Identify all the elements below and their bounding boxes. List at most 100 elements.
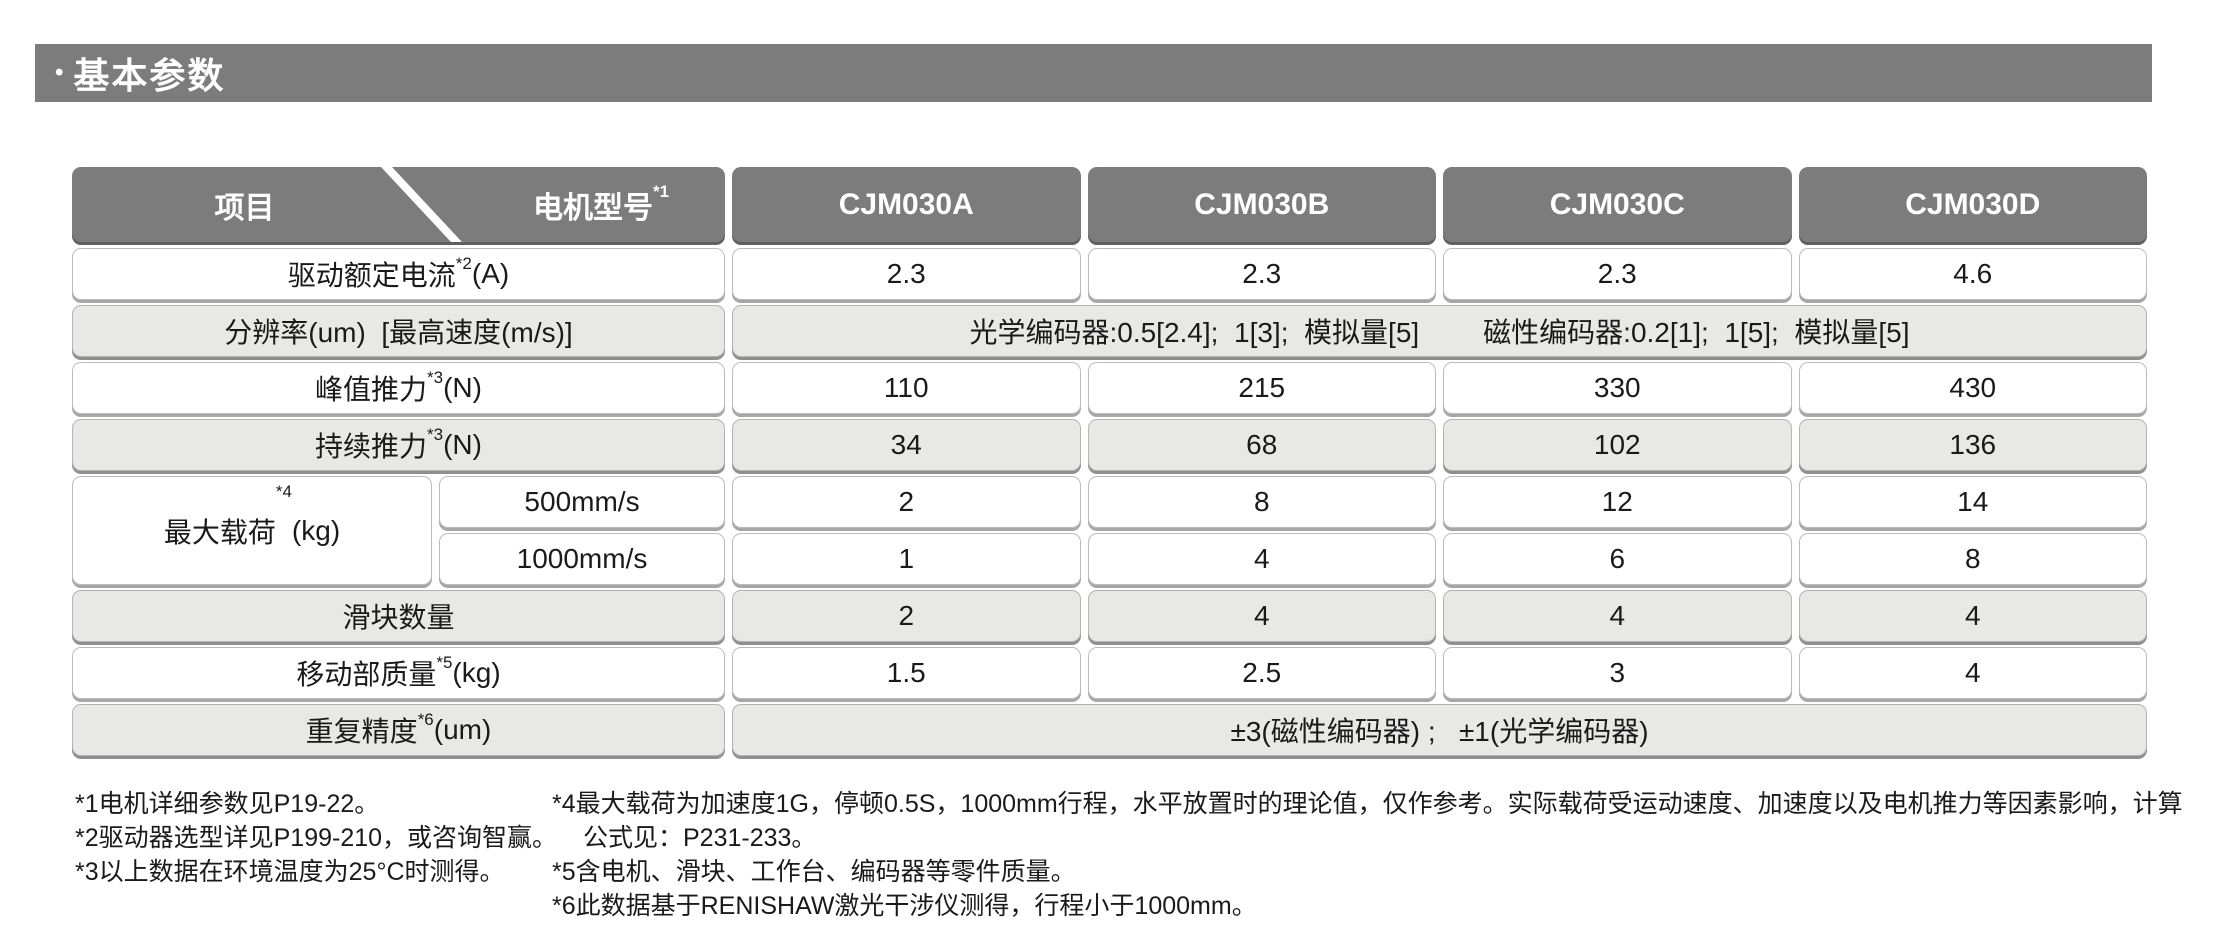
cell-value: 14 [1798,476,2147,528]
footnote-5: *5含电机、滑块、工作台、编码器等零件质量。 [552,858,1076,886]
row-label-text: 重复精度 [305,716,418,747]
cell-value: 1.5 [732,647,1081,699]
cell-value: 215 [1087,362,1436,414]
cell-value: 4 [1798,590,2147,642]
cell-value: 4.6 [1798,248,2147,300]
row-label-sup: *3 [427,368,444,387]
table-row-peak-force: 峰值推力 *3 (N) 110 215 330 430 [72,362,2147,414]
row-label-unit: (um) [433,714,492,745]
max-load-values-cjm030c: 12 6 [1443,476,1792,585]
row-label-text: 持续推力 [315,431,428,462]
footnote-1: *1电机详细参数见P19-22。 [75,790,380,818]
table-header-row: 项目 电机型号 *1 CJM030A CJM030B CJM030C CJM030… [72,167,2147,242]
cell-value: 110 [732,362,1081,414]
spec-table: 项目 电机型号 *1 CJM030A CJM030B CJM030C CJM030… [72,167,2147,756]
column-header-cjm030a: CJM030A [732,167,1081,242]
row-label: 峰值推力 *3 (N) [72,362,725,414]
row-label-unit: (kg) [291,514,341,546]
row-label-sup: *6 [417,710,434,729]
footnote-2: *2驱动器选型详见P199-210，或咨询智赢。 [75,824,558,852]
title-bullet-icon: • [55,59,66,86]
cell-value: 4 [1087,590,1436,642]
cell-value: 34 [732,419,1081,471]
corner-motor-text: 电机型号 [532,191,653,225]
row-label: 持续推力 *3 (N) [72,419,725,471]
row-label: 移动部质量 *5 (kg) [72,647,725,699]
column-header-cjm030c: CJM030C [1443,167,1792,242]
cell-value: 1 [732,533,1081,585]
row-label-text: 驱动额定电流 [287,260,456,291]
cell-value: 12 [1443,476,1792,528]
footnote-4-line1: *4最大载荷为加速度1G，停顿0.5S，1000mm行程，水平放置时的理论值，仅… [552,790,2183,818]
max-load-speed-column: 500mm/s 1000mm/s [439,476,725,585]
corner-header-cell: 项目 电机型号 *1 [72,167,725,242]
cell-value: 2.3 [732,248,1081,300]
max-load-values-cjm030d: 14 8 [1798,476,2147,585]
table-row-repeatability: 重复精度 *6 (um) ±3(磁性编码器) ; ±1(光学编码器) [72,704,2147,756]
row-label-sup: *2 [455,254,472,273]
row-label: 滑块数量 [72,590,725,642]
footnote-4-line2: 公式见：P231-233。 [583,824,817,852]
row-label-sup: *4 [275,482,292,501]
row-label: 分辨率(um) [最高速度(m/s)] [72,305,725,357]
cell-value: 2.3 [1443,248,1792,300]
row-label: 重复精度 *6 (um) [72,704,725,756]
row-label-sup: *3 [427,425,444,444]
cell-value: 2.5 [1087,647,1436,699]
row-label-text: 滑块数量 [342,602,455,633]
table-row-max-load: 最大载荷 *4 (kg) 500mm/s 1000mm/s 2 1 8 4 12 6… [72,476,2147,585]
cell-value: 8 [1798,533,2147,585]
row-label-text: 峰值推力 [315,374,428,405]
resolution-magnetic-text: 磁性编码器:0.2[1]; 1[5]; 模拟量[5] [1483,317,1910,348]
cell-merged-resolution: 光学编码器:0.5[2.4]; 1[3]; 模拟量[5] 磁性编码器:0.2[1… [732,305,2147,357]
footnote-6: *6此数据基于RENISHAW激光干涉仪测得，行程小于1000mm。 [552,892,1257,920]
column-header-cjm030b: CJM030B [1087,167,1436,242]
cell-value: 430 [1798,362,2147,414]
table-row-resolution: 分辨率(um) [最高速度(m/s)] 光学编码器:0.5[2.4]; 1[3]… [72,305,2147,357]
cell-value: 330 [1443,362,1792,414]
row-label-unit: (A) [471,258,510,289]
row-label: 驱动额定电流 *2 (A) [72,248,725,300]
table-row-moving-mass: 移动部质量 *5 (kg) 1.5 2.5 3 4 [72,647,2147,699]
table-row-rated-current: 驱动额定电流 *2 (A) 2.3 2.3 2.3 4.6 [72,248,2147,300]
corner-item-label: 项目 [214,191,275,225]
cell-value: 2 [732,590,1081,642]
footnotes-right: *4最大载荷为加速度1G，停顿0.5S，1000mm行程，水平放置时的理论值，仅… [552,787,2183,923]
row-label-text: 分辨率(um) [最高速度(m/s)] [224,317,573,348]
row-label-unit: (N) [443,372,482,403]
row-label: 最大载荷 *4 (kg) [72,476,432,585]
resolution-optical-text: 光学编码器:0.5[2.4]; 1[3]; 模拟量[5] [969,317,1420,348]
row-label-text: 最大载荷 [163,516,276,548]
cell-value: 4 [1798,647,2147,699]
cell-value: 2.3 [1087,248,1436,300]
cell-value: 4 [1443,590,1792,642]
cell-value: 3 [1443,647,1792,699]
cell-merged-repeatability: ±3(磁性编码器) ; ±1(光学编码器) [732,704,2147,756]
row-label-text: 移动部质量 [296,659,437,690]
column-header-cjm030d: CJM030D [1798,167,2147,242]
row-label-sup: *5 [436,653,453,672]
max-load-values-cjm030a: 2 1 [732,476,1081,585]
corner-motor-sup: *1 [652,182,670,201]
repeatability-text: ±3(磁性编码器) ; ±1(光学编码器) [1230,716,1649,747]
cell-value: 2 [732,476,1081,528]
cell-value: 6 [1443,533,1792,585]
speed-label-1000: 1000mm/s [439,533,725,585]
corner-motor-label: 电机型号 *1 [477,167,725,242]
section-title-bar: • 基本参数 [35,44,2152,102]
cell-value: 136 [1798,419,2147,471]
table-row-continuous-force: 持续推力 *3 (N) 34 68 102 136 [72,419,2147,471]
cell-value: 8 [1087,476,1436,528]
speed-label-500: 500mm/s [439,476,725,528]
footnotes-left: *1电机详细参数见P19-22。 *2驱动器选型详见P199-210，或咨询智赢… [75,787,557,889]
max-load-values-cjm030b: 8 4 [1087,476,1436,585]
cell-value: 102 [1443,419,1792,471]
cell-value: 4 [1087,533,1436,585]
table-row-slider-count: 滑块数量 2 4 4 4 [72,590,2147,642]
footnote-3: *3以上数据在环境温度为25°C时测得。 [75,858,505,886]
row-label-unit: (N) [443,429,482,460]
cell-value: 68 [1087,419,1436,471]
page-title: 基本参数 [73,55,226,96]
row-label-unit: (kg) [452,657,501,688]
